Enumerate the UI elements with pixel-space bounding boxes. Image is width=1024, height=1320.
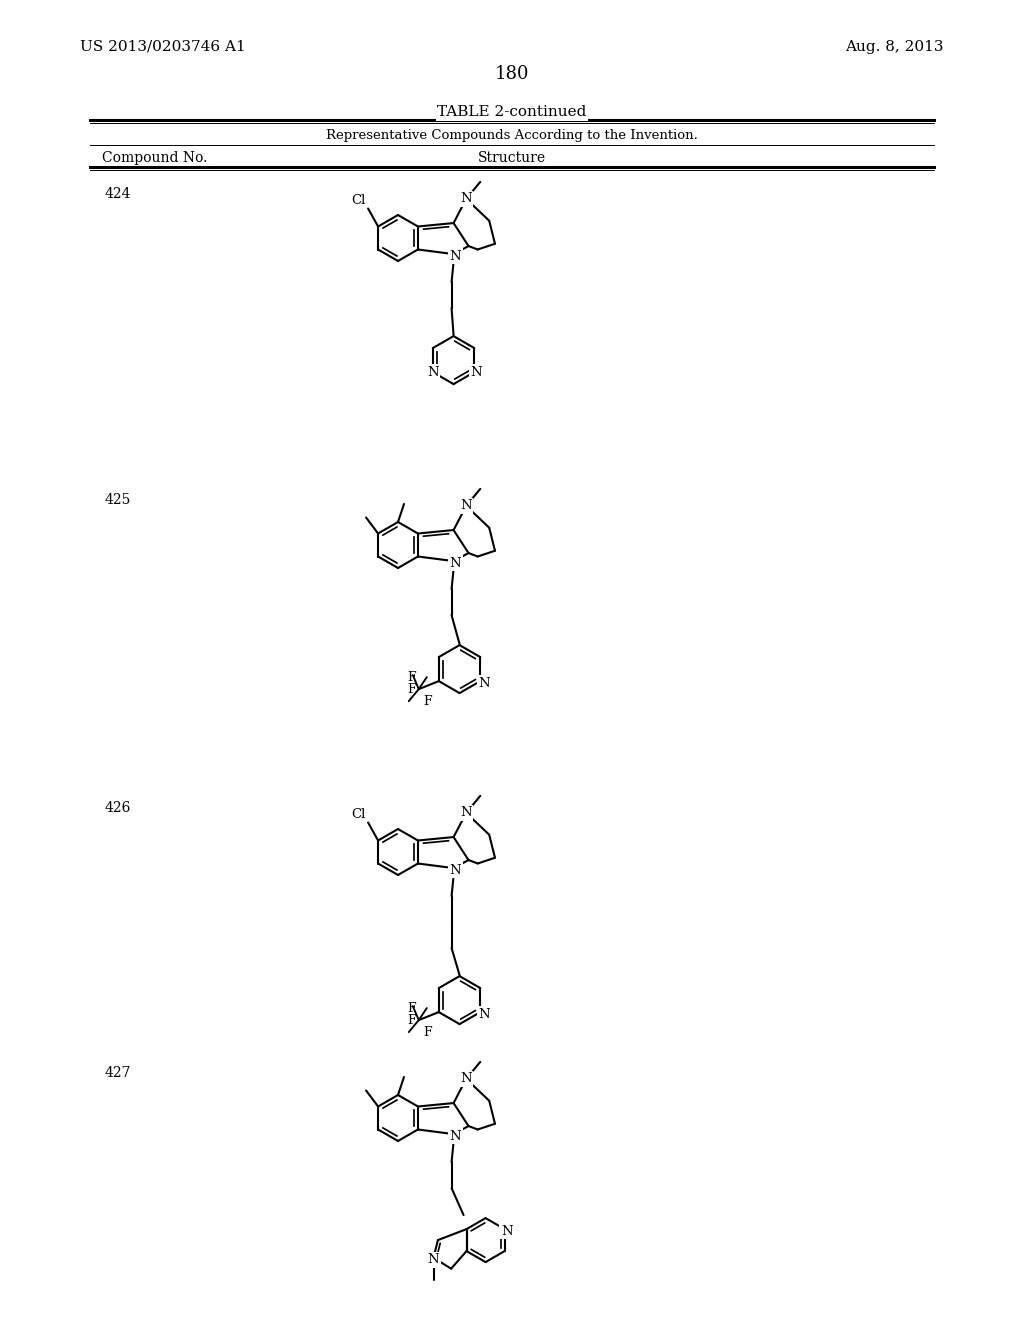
Text: Cl: Cl — [351, 194, 367, 207]
Text: TABLE 2-continued: TABLE 2-continued — [437, 106, 587, 119]
Text: N: N — [450, 249, 462, 263]
Text: N: N — [450, 557, 462, 570]
Text: F: F — [408, 1014, 416, 1027]
Text: N: N — [428, 1253, 439, 1266]
Text: N: N — [461, 193, 472, 206]
Text: 426: 426 — [105, 801, 131, 814]
Text: Structure: Structure — [478, 150, 546, 165]
Text: N: N — [450, 1130, 462, 1143]
Text: F: F — [408, 671, 416, 684]
Text: N: N — [427, 366, 438, 379]
Text: N: N — [461, 1072, 472, 1085]
Text: N: N — [461, 499, 472, 512]
Text: N: N — [461, 807, 472, 820]
Text: F: F — [408, 1002, 416, 1015]
Text: 180: 180 — [495, 65, 529, 83]
Text: Cl: Cl — [351, 808, 367, 821]
Text: 427: 427 — [105, 1067, 131, 1080]
Text: N: N — [501, 1225, 512, 1238]
Text: Compound No.: Compound No. — [102, 150, 208, 165]
Text: N: N — [478, 1007, 490, 1020]
Text: US 2013/0203746 A1: US 2013/0203746 A1 — [80, 40, 246, 54]
Text: Aug. 8, 2013: Aug. 8, 2013 — [846, 40, 944, 54]
Text: Representative Compounds According to the Invention.: Representative Compounds According to th… — [326, 129, 698, 143]
Text: N: N — [471, 366, 482, 379]
Text: F: F — [423, 1026, 431, 1039]
Text: 425: 425 — [105, 492, 131, 507]
Text: 424: 424 — [105, 187, 131, 201]
Text: F: F — [423, 694, 431, 708]
Text: N: N — [478, 677, 490, 689]
Text: N: N — [450, 863, 462, 876]
Text: F: F — [408, 682, 416, 696]
